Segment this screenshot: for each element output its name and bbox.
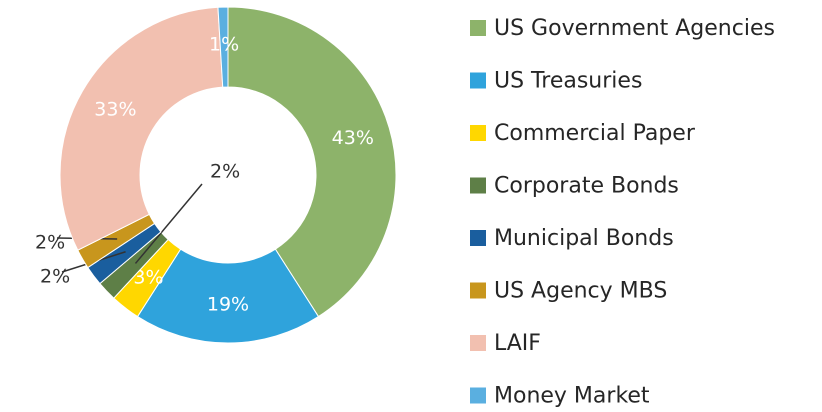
legend-label: Commercial Paper	[494, 121, 696, 146]
legend-label: Municipal Bonds	[494, 226, 674, 251]
legend-swatch	[470, 230, 486, 246]
slice-label: 19%	[207, 294, 249, 316]
slice-label: 3%	[133, 266, 163, 288]
donut-slice	[136, 248, 320, 344]
slice-label: 43%	[332, 127, 374, 149]
legend-swatch	[470, 20, 486, 36]
leader-line	[134, 183, 203, 264]
legend-label: LAIF	[494, 331, 541, 356]
legend-swatch	[470, 125, 486, 141]
donut-slice	[217, 6, 229, 88]
slice-label: 1%	[209, 34, 239, 56]
slice-label: 2%	[40, 266, 70, 288]
legend-label: US Treasuries	[494, 69, 642, 94]
slice-label: 2%	[35, 232, 65, 254]
slice-label: 2%	[210, 161, 240, 183]
legend-label: Money Market	[494, 384, 650, 409]
legend-swatch	[470, 177, 486, 194]
legend-label: Corporate Bonds	[494, 174, 679, 199]
donut-slice	[59, 6, 224, 251]
legend-label: US Government Agencies	[494, 16, 775, 41]
legend-swatch	[470, 335, 486, 351]
legend-swatch	[470, 387, 486, 404]
legend-label: US Agency MBS	[494, 279, 667, 304]
legend-swatch	[470, 72, 486, 89]
legend-swatch	[470, 282, 486, 299]
slice-label: 33%	[94, 99, 136, 121]
donut-slice	[227, 6, 397, 318]
